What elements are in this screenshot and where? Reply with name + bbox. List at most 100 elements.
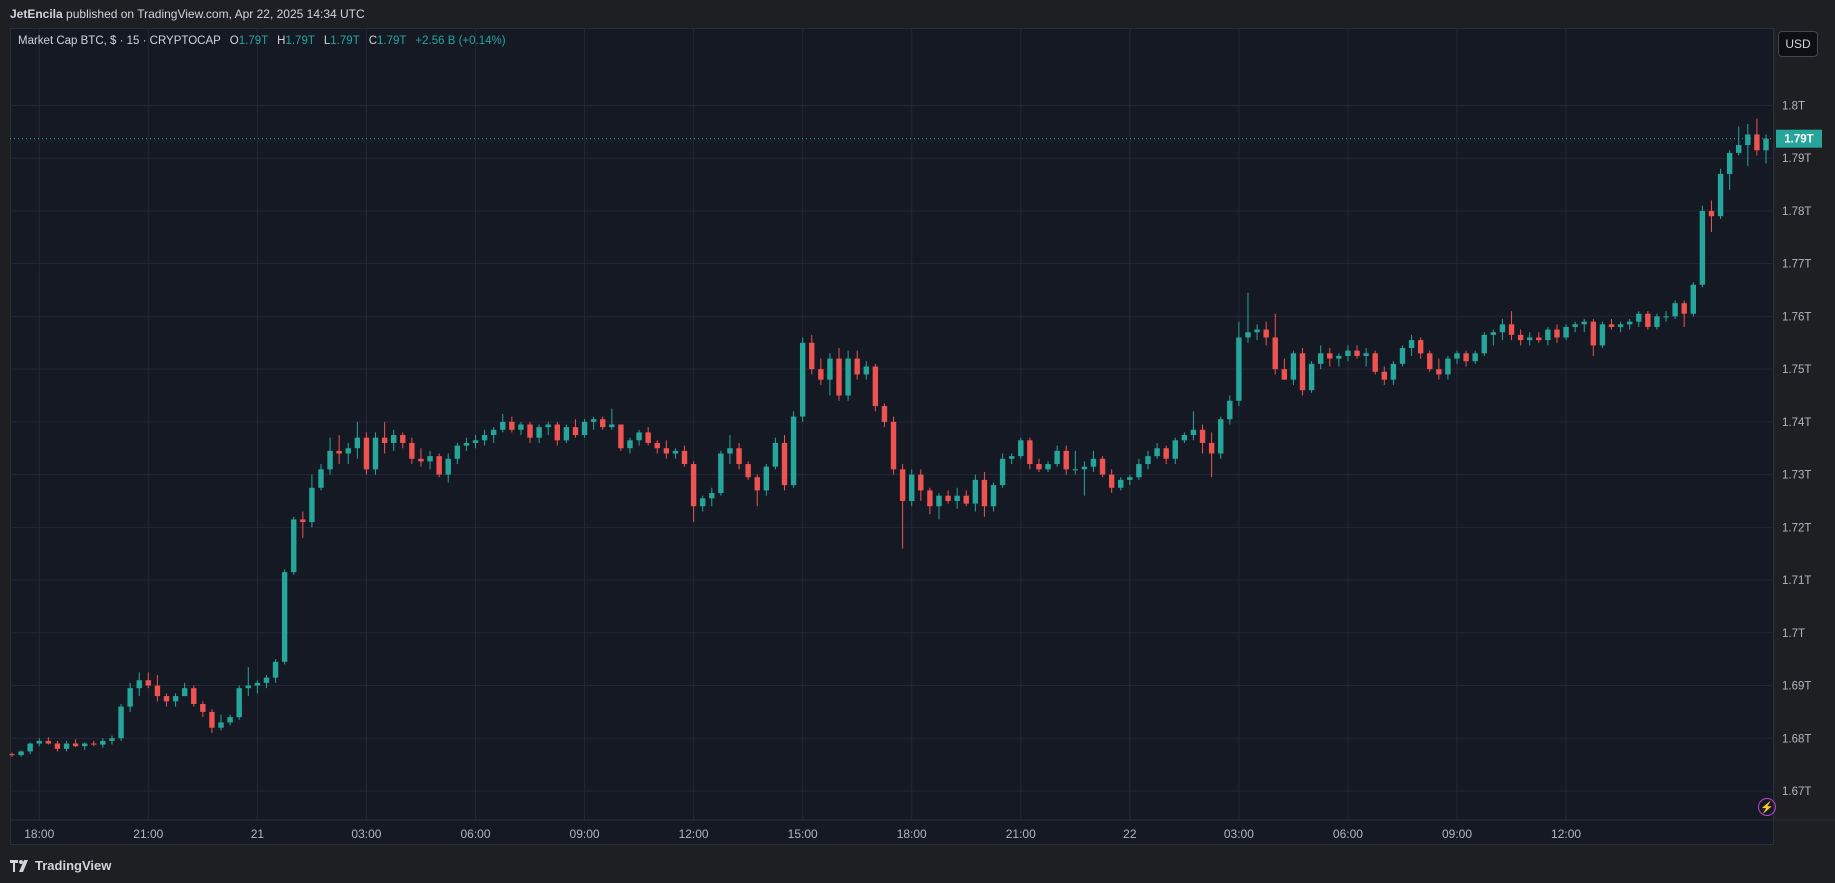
candle: [663, 440, 670, 459]
candle-body: [281, 572, 288, 662]
time-tick-label: 12:00: [1551, 827, 1581, 841]
candle-body: [272, 661, 279, 678]
candle: [27, 742, 33, 755]
candle-body: [1036, 464, 1042, 470]
candle-body: [1645, 313, 1651, 327]
time-axis[interactable]: 18:00 21:00 21 03:00 06:00 09:00 12:00 15:00 18:…: [10, 819, 1835, 841]
candle: [1690, 282, 1696, 317]
candle: [1290, 350, 1297, 385]
tradingview-brand[interactable]: TradingView: [10, 858, 111, 873]
candle-body: [436, 456, 442, 475]
currency-button[interactable]: USD: [1778, 31, 1818, 57]
low-label: L: [323, 35, 331, 47]
candle: [400, 432, 406, 449]
candle: [1208, 432, 1215, 478]
candle: [845, 350, 851, 401]
candle-body: [1145, 456, 1151, 465]
candle-body: [363, 437, 370, 470]
candle-body: [1608, 324, 1615, 327]
candle-body: [1163, 448, 1169, 459]
candle: [1063, 445, 1069, 475]
symbol-title[interactable]: Market Cap BTC, $ · 15 · CRYPTOCAP: [18, 35, 221, 47]
candle: [509, 416, 515, 433]
candle-body: [1499, 324, 1506, 333]
candle-body: [1127, 477, 1133, 480]
candle-body: [1654, 316, 1660, 327]
candle: [727, 435, 733, 465]
candle: [872, 363, 879, 412]
candle: [1163, 445, 1169, 465]
candle: [1590, 319, 1597, 356]
candle-body: [27, 743, 33, 752]
candle: [1090, 450, 1097, 472]
candle-body: [1490, 332, 1497, 335]
candle-body: [1336, 355, 1342, 359]
candle: [45, 737, 52, 745]
price-tick-label: 1.73T: [1782, 470, 1811, 482]
candle: [390, 429, 397, 451]
candle-body: [872, 366, 879, 407]
candle-body: [1018, 440, 1024, 457]
candle-body: [18, 751, 24, 756]
candle-body: [981, 479, 988, 507]
price-tick-label: 1.79T: [1782, 153, 1811, 165]
candle-body: [463, 442, 470, 446]
candle-body: [1027, 440, 1033, 465]
candle-body: [645, 432, 651, 443]
candle-body: [1590, 321, 1597, 346]
candle-body: [472, 440, 479, 443]
candle-body: [354, 437, 361, 449]
candle: [1199, 424, 1206, 454]
candle: [1626, 319, 1633, 330]
candle-body: [263, 677, 270, 683]
candle: [172, 693, 179, 707]
candle-body: [54, 743, 61, 749]
time-tick-label: 06:00: [1333, 827, 1363, 841]
candle: [799, 337, 806, 422]
candle: [1708, 200, 1715, 233]
time-tick-label: 03:00: [1224, 827, 1254, 841]
candle: [1018, 437, 1024, 459]
candle: [1754, 118, 1760, 156]
candle-body: [418, 458, 424, 462]
candle: [1545, 326, 1551, 346]
candle: [1081, 461, 1088, 496]
candle-body: [718, 453, 724, 494]
candle: [1381, 366, 1388, 385]
candle-body: [1754, 134, 1760, 151]
candle: [336, 435, 342, 465]
candle: [209, 709, 215, 733]
candle: [1436, 358, 1442, 380]
candle-body: [709, 493, 715, 499]
candle-body: [890, 421, 897, 470]
candle: [9, 752, 15, 757]
candle: [1763, 134, 1769, 164]
candle-body: [663, 448, 670, 454]
candle: [372, 432, 379, 475]
candle: [1663, 311, 1669, 322]
lightning-icon[interactable]: ⚡: [1758, 798, 1776, 816]
candle-body: [336, 450, 342, 454]
candle-body: [1445, 358, 1451, 375]
candle: [736, 442, 742, 470]
candle-body: [63, 743, 70, 749]
candle: [418, 448, 424, 467]
candle-body: [500, 421, 506, 430]
candle-body: [1081, 466, 1088, 470]
candle: [72, 739, 79, 748]
candle: [909, 469, 915, 507]
candle-body: [1481, 334, 1487, 354]
open-label: O: [229, 35, 239, 47]
candle: [1218, 416, 1224, 459]
candle-body: [1726, 152, 1733, 175]
candle-body: [1626, 321, 1633, 325]
author-name[interactable]: JetEncila: [10, 7, 63, 21]
candle: [1399, 345, 1406, 367]
candle: [281, 569, 288, 665]
price-axis[interactable]: 1.8T 1.79T 1.78T 1.77T 1.76T 1.75T 1.74T 1.73T 1…: [1773, 29, 1822, 820]
candle: [109, 735, 115, 745]
low-value: 1.79T: [330, 35, 360, 47]
candle: [790, 411, 797, 488]
candle-body: [690, 464, 697, 507]
